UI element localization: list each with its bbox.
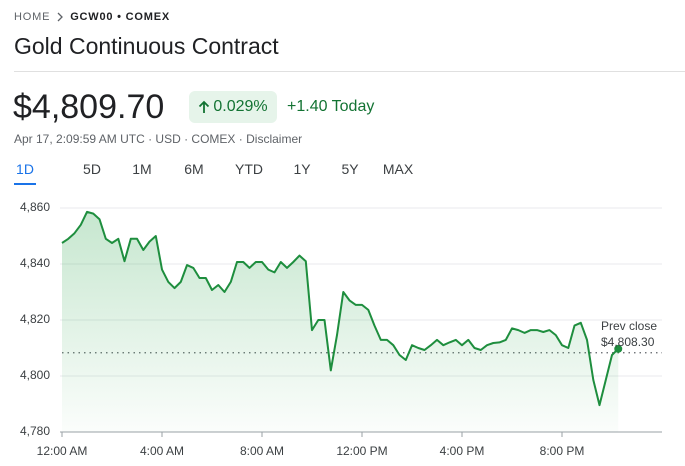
separator: · (235, 132, 247, 146)
x-tick-label: 8:00 AM (240, 444, 284, 458)
chevron-icon (57, 12, 64, 22)
info-item: COMEX (191, 132, 236, 146)
info-item[interactable]: Disclaimer (246, 132, 303, 146)
x-tick-label: 4:00 AM (140, 444, 184, 458)
up-arrow-icon (199, 100, 210, 113)
x-tick-label: 12:00 AM (37, 444, 88, 458)
y-tick-label: 4,840 (20, 256, 50, 270)
range-tabs: 1D 5D 1M 6M YTD 1Y 5Y MAX (14, 159, 422, 185)
divider (14, 71, 685, 72)
range-tab[interactable]: MAX (382, 161, 414, 177)
separator: · (180, 132, 192, 146)
info-item: Apr 17, 2:09:59 AM UTC (14, 132, 145, 146)
breadcrumb-symbol: GCW00 • COMEX (70, 11, 171, 23)
y-tick-label: 4,860 (20, 200, 50, 214)
y-tick-label: 4,780 (20, 424, 50, 438)
separator: · (144, 132, 156, 146)
page-title: Gold Continuous Contract (14, 33, 279, 59)
range-tab[interactable]: 1Y (293, 161, 311, 177)
prev-close-label: Prev close (601, 319, 657, 333)
change-badge: 0.029% (189, 91, 277, 123)
area (62, 211, 619, 432)
y-tick-label: 4,820 (20, 312, 50, 326)
price: $4,809.70 (13, 88, 165, 126)
range-tab[interactable]: 5Y (341, 161, 359, 177)
price-line (61, 210, 620, 407)
info-item: USD (155, 132, 181, 146)
y-tick-label: 4,800 (20, 368, 50, 382)
range-tab[interactable]: 5D (83, 161, 101, 177)
change-today: +1.40 Today (287, 98, 375, 115)
change-percent: 0.029% (213, 98, 268, 115)
x-tick-label: 4:00 PM (440, 444, 485, 458)
prev-close-value: $4,808.30 (601, 335, 655, 349)
x-tick-label: 8:00 PM (540, 444, 585, 458)
breadcrumb-home[interactable]: HOME (14, 11, 51, 23)
range-tab[interactable]: 6M (184, 161, 204, 177)
x-tick-label: 12:00 PM (336, 444, 387, 458)
last-point (614, 344, 623, 353)
breadcrumb: HOME GCW00 • COMEX (14, 11, 170, 23)
range-tab[interactable]: 1M (132, 161, 152, 177)
range-tab[interactable]: YTD (235, 161, 263, 177)
quote-info: Apr 17, 2:09:59 AM UTC · USD · COMEX · D… (14, 132, 302, 146)
range-tab[interactable]: 1D (14, 159, 36, 185)
